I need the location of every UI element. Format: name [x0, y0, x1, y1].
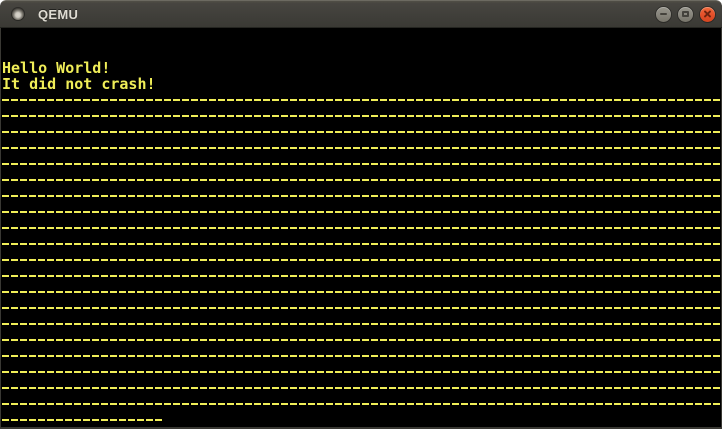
dash-run	[2, 307, 721, 309]
console-text-line: It did not crash!	[2, 76, 156, 92]
console-dash-line	[2, 140, 721, 156]
console-blank-line	[2, 28, 721, 44]
console-dash-line	[2, 396, 721, 412]
console-dash-line	[2, 172, 721, 188]
dash-run	[2, 163, 721, 165]
titlebar[interactable]: QEMU	[0, 0, 722, 28]
console-dash-line	[2, 332, 721, 348]
console-dash-line	[2, 364, 721, 380]
dash-run	[2, 259, 721, 261]
console-dash-line	[2, 316, 721, 332]
dash-run	[2, 339, 721, 341]
qemu-console-display[interactable]: Hello World! It did not crash!	[0, 28, 722, 429]
window-title: QEMU	[38, 6, 79, 22]
dash-run	[2, 115, 721, 117]
console-dash-line	[2, 348, 721, 364]
console-dash-line	[2, 92, 721, 108]
dash-run	[2, 275, 721, 277]
console-dash-line	[2, 380, 721, 396]
dash-run	[2, 227, 721, 229]
console-text-line: Hello World!	[2, 60, 111, 76]
minimize-icon	[660, 13, 667, 15]
console-dash-line	[2, 236, 721, 252]
dash-run	[2, 179, 721, 181]
console-dash-line	[2, 204, 721, 220]
dash-run	[2, 211, 721, 213]
maximize-icon	[682, 11, 689, 17]
dash-run	[2, 195, 721, 197]
close-button[interactable]	[700, 6, 715, 22]
console-dash-line	[2, 284, 721, 300]
console-dash-line	[2, 124, 721, 140]
console-dash-line	[2, 412, 721, 427]
dash-run	[2, 355, 721, 357]
console-dash-line	[2, 108, 721, 124]
dash-run	[2, 387, 721, 389]
console-dash-line	[2, 220, 721, 236]
dash-run	[2, 99, 721, 101]
console-blank-line	[2, 44, 721, 60]
dash-run	[2, 147, 721, 149]
qemu-window-icon[interactable]	[12, 8, 24, 20]
dash-run	[2, 323, 721, 325]
dash-run	[2, 243, 721, 245]
maximize-button[interactable]	[678, 6, 693, 22]
dash-run	[2, 131, 721, 133]
console-dash-line	[2, 252, 721, 268]
dash-run	[2, 403, 721, 405]
close-icon	[703, 10, 712, 19]
console-dash-line	[2, 156, 721, 172]
console-dash-line	[2, 300, 721, 316]
minimize-button[interactable]	[656, 6, 671, 22]
console-dash-line	[2, 188, 721, 204]
console-dash-line	[2, 268, 721, 284]
dash-run	[2, 371, 721, 373]
dash-run	[2, 291, 721, 293]
dash-run	[2, 419, 164, 421]
window-controls	[656, 6, 715, 22]
